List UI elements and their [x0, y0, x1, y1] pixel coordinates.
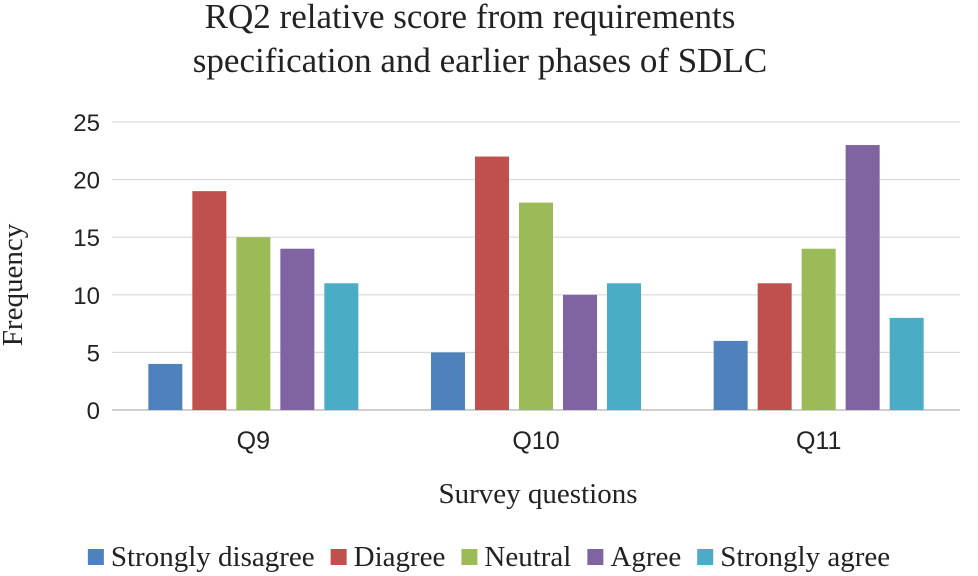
- chart-title-line-1: RQ2 relative score from requirements: [205, 0, 736, 36]
- x-tick-label: Q10: [512, 427, 559, 455]
- y-tick-label: 0: [87, 398, 100, 425]
- legend-swatch: [330, 549, 347, 565]
- x-tick-label: Q9: [237, 427, 270, 455]
- legend-item: Neutral: [461, 541, 571, 573]
- x-tick-label: Q11: [796, 427, 841, 455]
- legend-label: Strongly disagree: [111, 541, 315, 573]
- legend-item: Strongly disagree: [87, 541, 315, 573]
- legend-swatch: [461, 549, 478, 565]
- x-axis-label: Survey questions: [439, 478, 638, 510]
- chart-title-line-2: specification and earlier phases of SDLC: [193, 41, 767, 80]
- bar-q9-strongly-disagree: [148, 363, 183, 410]
- legend-swatch: [87, 549, 104, 565]
- bar-q10-strongly-disagree: [431, 352, 465, 410]
- legend-item: Diagree: [330, 541, 446, 573]
- legend: Strongly disagree Diagree Neutral Agree Stro…: [87, 541, 890, 573]
- y-tick-label: 15: [73, 225, 100, 252]
- bar-q11-strongly-agree: [889, 317, 924, 410]
- legend-item: Agree: [587, 541, 681, 573]
- legend-label: Diagree: [354, 541, 446, 573]
- bar-q10-diagree: [475, 156, 509, 410]
- y-tick-label: 5: [87, 340, 100, 367]
- x-axis-ticks: Q9 Q10 Q11: [237, 427, 842, 455]
- y-tick-label: 20: [73, 168, 100, 195]
- bar-q11-diagree: [757, 283, 792, 410]
- bar-q9-agree: [280, 248, 315, 410]
- y-axis-label: Frequency: [0, 223, 29, 346]
- y-tick-label: 10: [73, 283, 100, 310]
- bar-q10-agree: [563, 294, 597, 410]
- legend-swatch: [697, 549, 714, 565]
- y-tick-label: 25: [73, 110, 100, 137]
- legend-label: Strongly agree: [720, 541, 890, 573]
- bar-q9-strongly-agree: [324, 283, 359, 410]
- legend-swatch: [587, 549, 604, 565]
- bar-q11-neutral: [801, 248, 836, 410]
- legend-item: Strongly agree: [697, 541, 890, 573]
- bars: [148, 145, 924, 411]
- bar-q9-diagree: [192, 191, 227, 410]
- bar-q11-agree: [845, 145, 880, 411]
- bar-q9-neutral: [236, 237, 271, 410]
- y-axis-ticks: 0 5 10 15 20 25: [73, 110, 100, 425]
- bar-q10-neutral: [519, 202, 553, 410]
- bar-q11-strongly-disagree: [713, 340, 748, 410]
- legend-label: Neutral: [484, 541, 571, 573]
- bar-q10-strongly-agree: [607, 283, 641, 410]
- legend-label: Agree: [610, 541, 681, 573]
